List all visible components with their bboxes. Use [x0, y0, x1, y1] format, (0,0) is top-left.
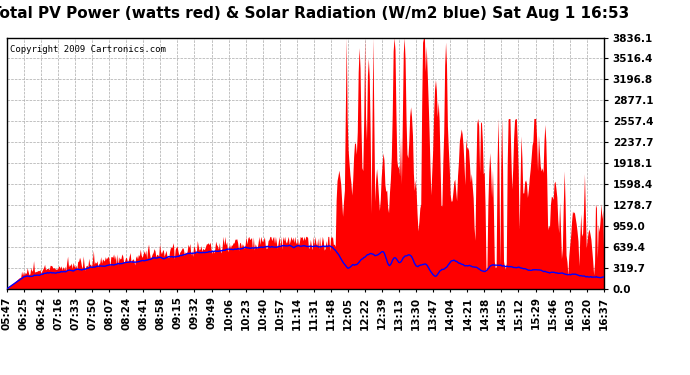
- Text: Copyright 2009 Cartronics.com: Copyright 2009 Cartronics.com: [10, 45, 166, 54]
- Text: Total PV Power (watts red) & Solar Radiation (W/m2 blue) Sat Aug 1 16:53: Total PV Power (watts red) & Solar Radia…: [0, 6, 629, 21]
